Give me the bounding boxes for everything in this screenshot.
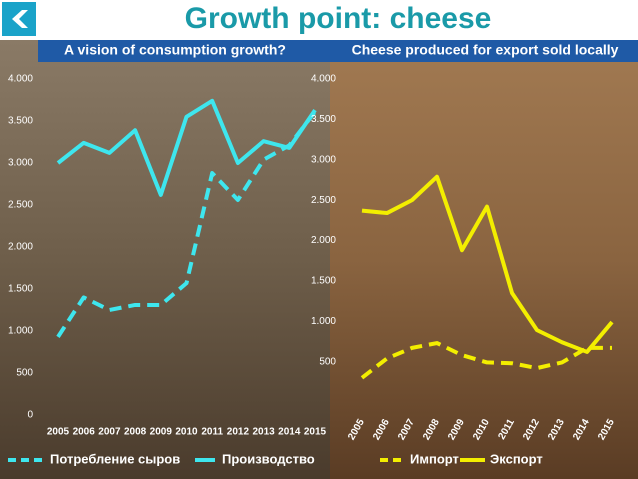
x-tick-label: 2008 bbox=[124, 427, 147, 438]
y-tick-label: 3.500 bbox=[311, 114, 336, 125]
x-tick-label: 2007 bbox=[98, 427, 121, 438]
y-tick-label: 2.000 bbox=[8, 242, 33, 253]
legend-label: Производство bbox=[222, 451, 315, 466]
x-tick-label: 2009 bbox=[150, 427, 173, 438]
y-tick-label: 1.000 bbox=[311, 316, 336, 327]
series-line bbox=[56, 110, 317, 338]
y-tick-label: 3.000 bbox=[311, 154, 336, 165]
series-line bbox=[56, 98, 317, 197]
y-tick-label: 500 bbox=[16, 368, 33, 379]
y-tick-label: 1.500 bbox=[8, 284, 33, 295]
legend-label: Экспорт bbox=[490, 451, 543, 466]
x-tick-label: 2013 bbox=[252, 427, 275, 438]
logo-mark bbox=[12, 10, 28, 28]
y-tick-label: 1.500 bbox=[311, 276, 336, 287]
series-line bbox=[360, 341, 612, 380]
photo-left bbox=[0, 40, 330, 479]
legend-label: Потребление сыров bbox=[50, 451, 180, 466]
y-tick-label: 3.500 bbox=[8, 116, 33, 127]
chart-title: Cheese produced for export sold locally bbox=[352, 42, 619, 58]
y-tick-label: 2.000 bbox=[311, 235, 336, 246]
x-tick-label: 2012 bbox=[227, 427, 250, 438]
slide-title: Growth point: cheese bbox=[185, 2, 492, 35]
series-line bbox=[361, 174, 614, 354]
y-tick-label: 1.000 bbox=[8, 326, 33, 337]
x-tick-label: 2015 bbox=[304, 427, 327, 438]
x-tick-label: 2011 bbox=[201, 427, 223, 438]
x-tick-label: 2005 bbox=[47, 427, 70, 438]
y-tick-label: 4.000 bbox=[311, 74, 336, 85]
x-tick-label: 2006 bbox=[73, 427, 96, 438]
y-tick-label: 0 bbox=[27, 410, 33, 421]
header-bg bbox=[0, 0, 638, 40]
subtitle-bar bbox=[38, 40, 638, 62]
y-tick-label: 2.500 bbox=[311, 195, 336, 206]
y-tick-label: 500 bbox=[319, 356, 336, 367]
chart-title: A vision of consumption growth? bbox=[64, 42, 286, 58]
y-tick-label: 4.000 bbox=[8, 74, 33, 85]
x-tick-label: 2014 bbox=[278, 427, 301, 438]
x-tick-label: 2010 bbox=[175, 427, 198, 438]
legend-label: Импорт bbox=[410, 451, 459, 466]
photo-right bbox=[330, 40, 638, 479]
y-tick-label: 2.500 bbox=[8, 200, 33, 211]
y-tick-label: 3.000 bbox=[8, 158, 33, 169]
